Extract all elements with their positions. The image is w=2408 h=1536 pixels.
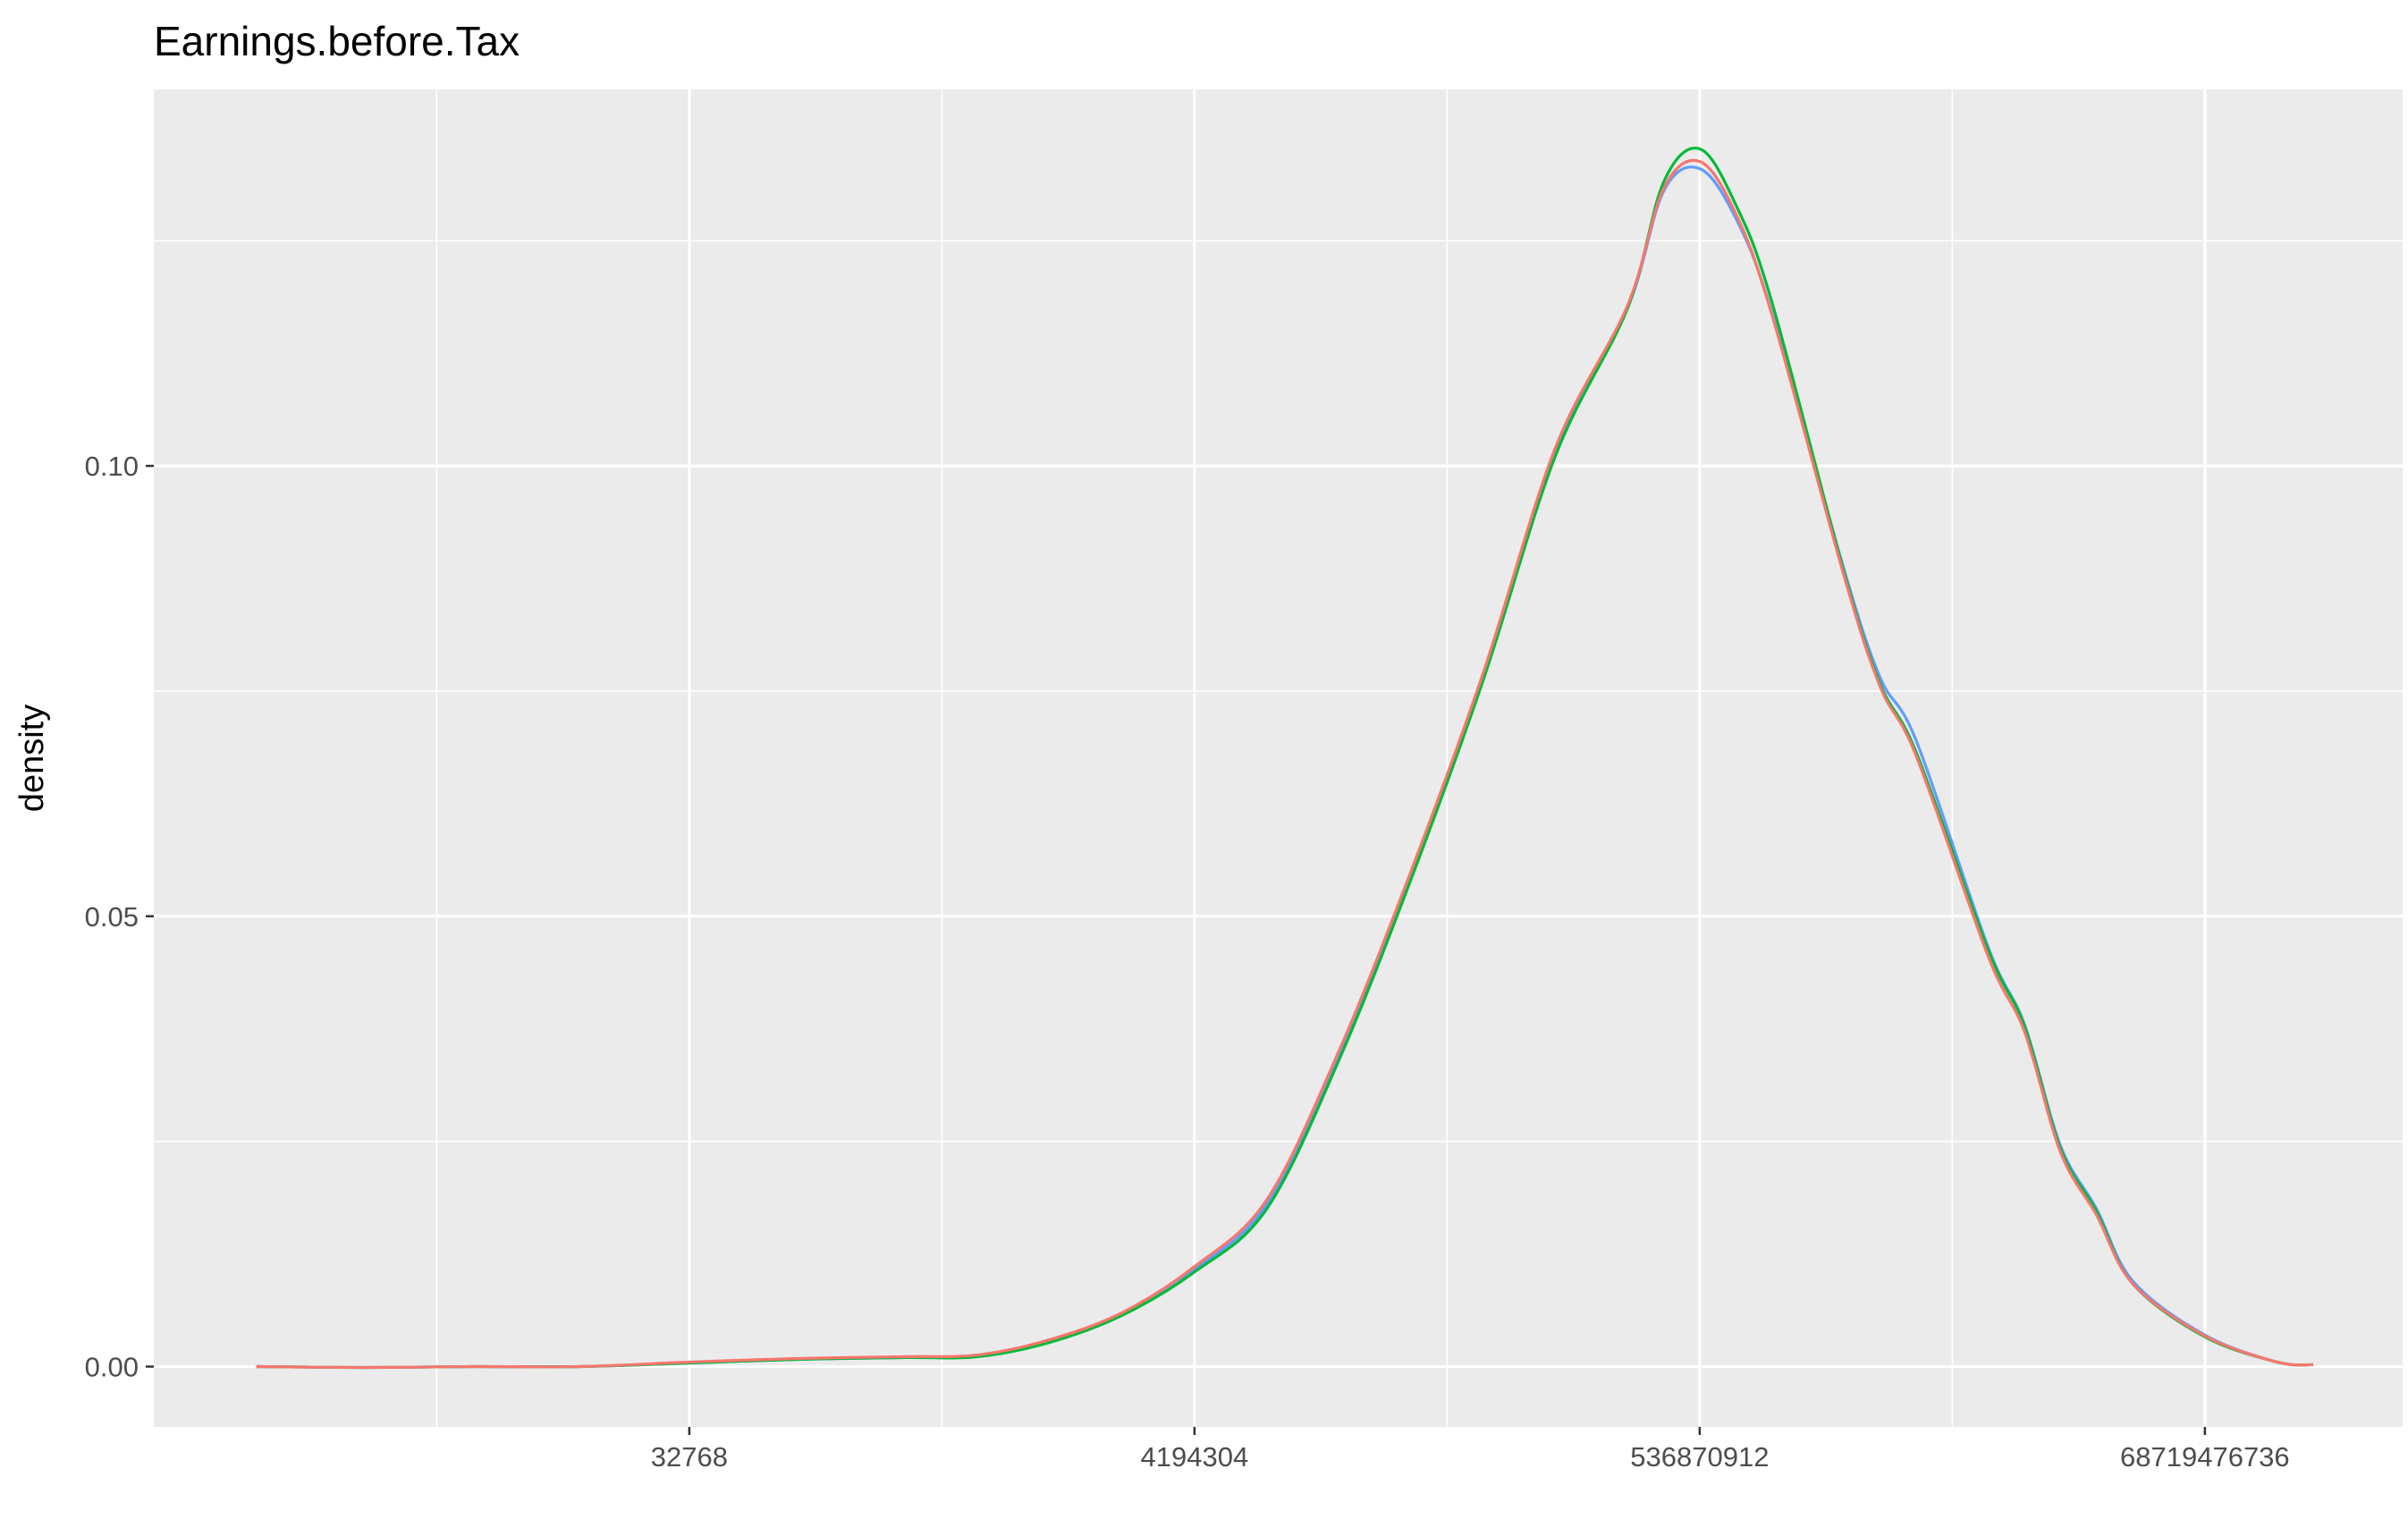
density-series-2	[256, 158, 2314, 1370]
y-tick-label-1: 0.05	[85, 901, 139, 933]
x-tick-label-0: 32768	[651, 1441, 728, 1473]
y-axis-title: density	[13, 705, 51, 812]
x-axis: 32768 4194304 536870912 68719476736	[651, 1427, 2290, 1473]
series-layer	[256, 147, 2314, 1370]
x-tick-label-1: 4194304	[1141, 1441, 1249, 1473]
y-tick-label-0: 0.00	[85, 1352, 139, 1383]
x-tick-label-3: 68719476736	[2120, 1441, 2290, 1473]
y-tick-label-2: 0.10	[85, 451, 139, 482]
y-axis: 0.00 0.05 0.10	[85, 451, 154, 1383]
grid-minor	[154, 89, 2403, 1427]
plot-panel	[154, 89, 2403, 1427]
x-tick-label-2: 536870912	[1630, 1441, 1769, 1473]
chart-title: Earnings.before.Tax	[154, 18, 520, 64]
